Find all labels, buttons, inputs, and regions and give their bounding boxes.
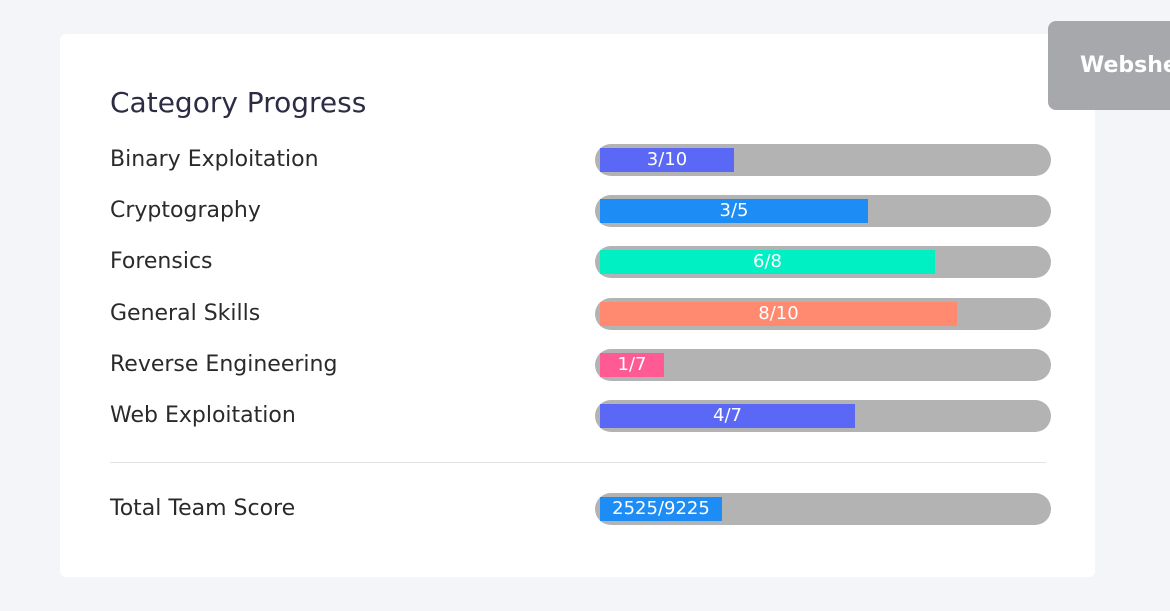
category-row-binary-exploitation: Binary Exploitation 3/10 — [110, 143, 1051, 177]
total-score-label: Total Team Score — [110, 496, 296, 521]
divider — [110, 462, 1046, 463]
category-row-forensics: Forensics 6/8 — [110, 245, 1051, 279]
webshell-label: Webshell — [1080, 53, 1170, 78]
progress-fill: 8/10 — [600, 302, 957, 326]
progress-track: 6/8 — [595, 246, 1051, 278]
progress-fill: 3/5 — [600, 199, 868, 223]
category-label: Forensics — [110, 249, 213, 274]
progress-track: 3/10 — [595, 144, 1051, 176]
category-row-web-exploitation: Web Exploitation 4/7 — [110, 399, 1051, 433]
card-title: Category Progress — [110, 86, 367, 119]
category-label: Binary Exploitation — [110, 147, 319, 172]
progress-fill: 3/10 — [600, 148, 734, 172]
progress-fill: 1/7 — [600, 353, 664, 377]
total-team-score-row: Total Team Score 2525/9225 — [110, 492, 1051, 526]
category-label: Cryptography — [110, 198, 261, 223]
category-label: General Skills — [110, 301, 261, 326]
webshell-button[interactable]: Webshell — [1048, 21, 1170, 110]
progress-track: 1/7 — [595, 349, 1051, 381]
progress-track: 8/10 — [595, 298, 1051, 330]
progress-fill: 6/8 — [600, 250, 935, 274]
category-progress-card: Category Progress Binary Exploitation 3/… — [60, 34, 1095, 577]
progress-track: 3/5 — [595, 195, 1051, 227]
total-score-fill: 2525/9225 — [600, 497, 722, 521]
category-row-general-skills: General Skills 8/10 — [110, 297, 1051, 331]
progress-fill: 4/7 — [600, 404, 855, 428]
progress-track: 4/7 — [595, 400, 1051, 432]
category-label: Reverse Engineering — [110, 352, 338, 377]
category-row-cryptography: Cryptography 3/5 — [110, 194, 1051, 228]
progress-track: 2525/9225 — [595, 493, 1051, 525]
category-label: Web Exploitation — [110, 403, 296, 428]
category-row-reverse-engineering: Reverse Engineering 1/7 — [110, 348, 1051, 382]
